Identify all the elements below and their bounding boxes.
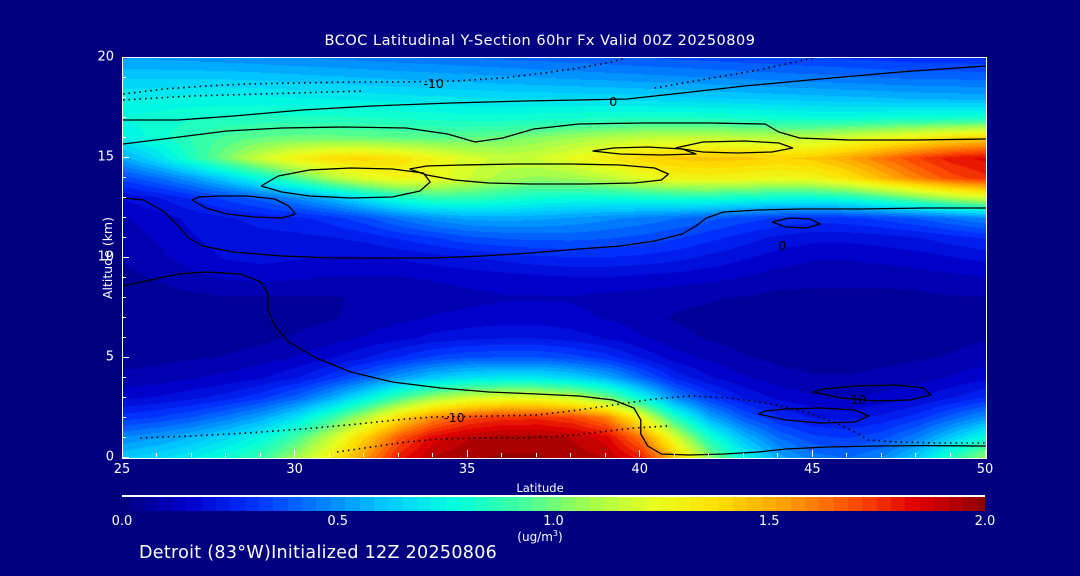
filled-contour-field — [123, 58, 986, 458]
contour-line-solid — [592, 146, 697, 156]
x-axis-tick-label: 45 — [804, 462, 821, 477]
x-axis-tick-mark — [294, 450, 296, 457]
x-axis-tick-label: 35 — [458, 462, 476, 477]
x-axis-tick-mark — [466, 450, 468, 457]
y-axis-tick-mark — [122, 56, 129, 58]
colorbar-tick-label: 2.0 — [974, 514, 996, 529]
colorbar-tick-label: 0.0 — [111, 514, 133, 529]
x-axis-tick-mark — [121, 450, 123, 457]
contour-line-solid — [123, 197, 986, 259]
x-axis-tick-label: 50 — [976, 462, 994, 477]
units-close: ) — [558, 530, 563, 544]
x-axis-minor-tick — [156, 453, 158, 457]
x-axis-minor-tick — [535, 453, 537, 457]
y-axis-minor-tick — [122, 136, 126, 138]
contour-line-dashed — [123, 90, 365, 101]
x-axis-tick-mark — [639, 450, 641, 457]
y-axis-minor-tick — [122, 96, 126, 98]
y-axis-tick-mark — [122, 156, 129, 158]
x-axis-minor-tick — [432, 453, 434, 457]
contour-line-solid — [123, 271, 986, 456]
y-axis-tick-label: 10 — [97, 249, 114, 265]
y-axis-minor-tick — [122, 436, 126, 438]
y-axis-minor-tick — [122, 196, 126, 198]
x-axis-minor-tick — [915, 453, 917, 457]
x-axis-tick-mark — [811, 450, 813, 457]
colorbar-units: (ug/m3) — [0, 529, 1080, 544]
y-axis-minor-tick — [122, 76, 126, 78]
y-axis-minor-tick — [122, 396, 126, 398]
y-axis-tick-label: 20 — [97, 49, 114, 65]
y-axis-tick-label: 0 — [105, 449, 114, 465]
colorbar-tick-label: 1.5 — [758, 514, 780, 529]
colorbar-tick-label: 1.0 — [543, 514, 564, 529]
contour-label: 0 — [609, 94, 617, 109]
y-axis-minor-tick — [122, 116, 126, 118]
contour-line-solid — [123, 122, 986, 145]
y-axis-title: Altitude (km) — [100, 217, 115, 299]
y-axis-tick-mark — [122, 456, 129, 458]
x-axis-tick-mark — [984, 450, 986, 457]
contour-line-solid — [813, 384, 932, 402]
x-axis-minor-tick — [397, 453, 399, 457]
x-axis-tick-label: 30 — [286, 462, 303, 477]
y-axis-minor-tick — [122, 296, 126, 298]
contour-line-solid — [409, 163, 670, 185]
y-axis-minor-tick — [122, 236, 126, 238]
contour-line-solid — [123, 65, 986, 121]
x-axis-tick-label: 25 — [113, 462, 131, 477]
contour-line-solid — [675, 140, 794, 154]
y-axis-tick-mark — [122, 256, 129, 258]
x-axis-minor-tick — [225, 453, 227, 457]
y-axis-minor-tick — [122, 376, 126, 378]
x-axis-minor-tick — [363, 453, 365, 457]
y-axis-tick-mark — [122, 356, 129, 358]
x-axis-minor-tick — [880, 453, 882, 457]
y-axis-minor-tick — [122, 216, 126, 218]
figure-footer: Detroit (83°W)Initialized 12Z 20250806 — [139, 543, 498, 563]
contour-label: 0 — [778, 238, 786, 253]
colorbar-tick-label: 0.5 — [327, 514, 349, 529]
x-axis-minor-tick — [777, 453, 779, 457]
x-axis-minor-tick — [190, 453, 192, 457]
x-axis-minor-tick — [708, 453, 710, 457]
contour-line-solid — [757, 407, 870, 424]
colorbar-top-label: Latitude — [516, 481, 564, 495]
y-axis-minor-tick — [122, 276, 126, 278]
contour-line-dashed — [654, 58, 814, 89]
field-canvas — [123, 58, 986, 458]
contour-label: -10 — [423, 76, 443, 91]
y-axis-minor-tick — [122, 336, 126, 338]
contour-label: -10 — [444, 410, 464, 425]
x-axis-minor-tick — [673, 453, 675, 457]
x-axis-tick-label: 40 — [631, 462, 649, 477]
y-axis-tick-label: 15 — [97, 149, 114, 165]
contour-line-solid — [191, 195, 297, 219]
figure-title: BCOC Latitudinal Y-Section 60hr Fx Valid… — [324, 33, 756, 49]
contour-line-solid — [260, 167, 431, 199]
x-axis-minor-tick — [501, 453, 503, 457]
x-axis-minor-tick — [604, 453, 606, 457]
y-axis-minor-tick — [122, 316, 126, 318]
colorbar — [122, 495, 985, 511]
contour-line-solid — [771, 217, 821, 229]
contour-label: 10 — [850, 392, 866, 407]
x-axis-minor-tick — [742, 453, 744, 457]
x-axis-minor-tick — [846, 453, 848, 457]
x-axis-minor-tick — [259, 453, 261, 457]
contour-line-dashed — [123, 58, 628, 95]
x-axis-minor-tick — [328, 453, 330, 457]
contour-line-dashed — [336, 425, 669, 453]
y-axis-minor-tick — [122, 416, 126, 418]
x-axis-minor-tick — [949, 453, 951, 457]
x-axis-minor-tick — [570, 453, 572, 457]
y-axis-minor-tick — [122, 176, 126, 178]
units-exponent: 3 — [552, 529, 559, 538]
colorbar-canvas — [122, 497, 985, 511]
units-text: (ug/m — [517, 530, 553, 544]
y-axis-tick-label: 5 — [105, 349, 114, 365]
